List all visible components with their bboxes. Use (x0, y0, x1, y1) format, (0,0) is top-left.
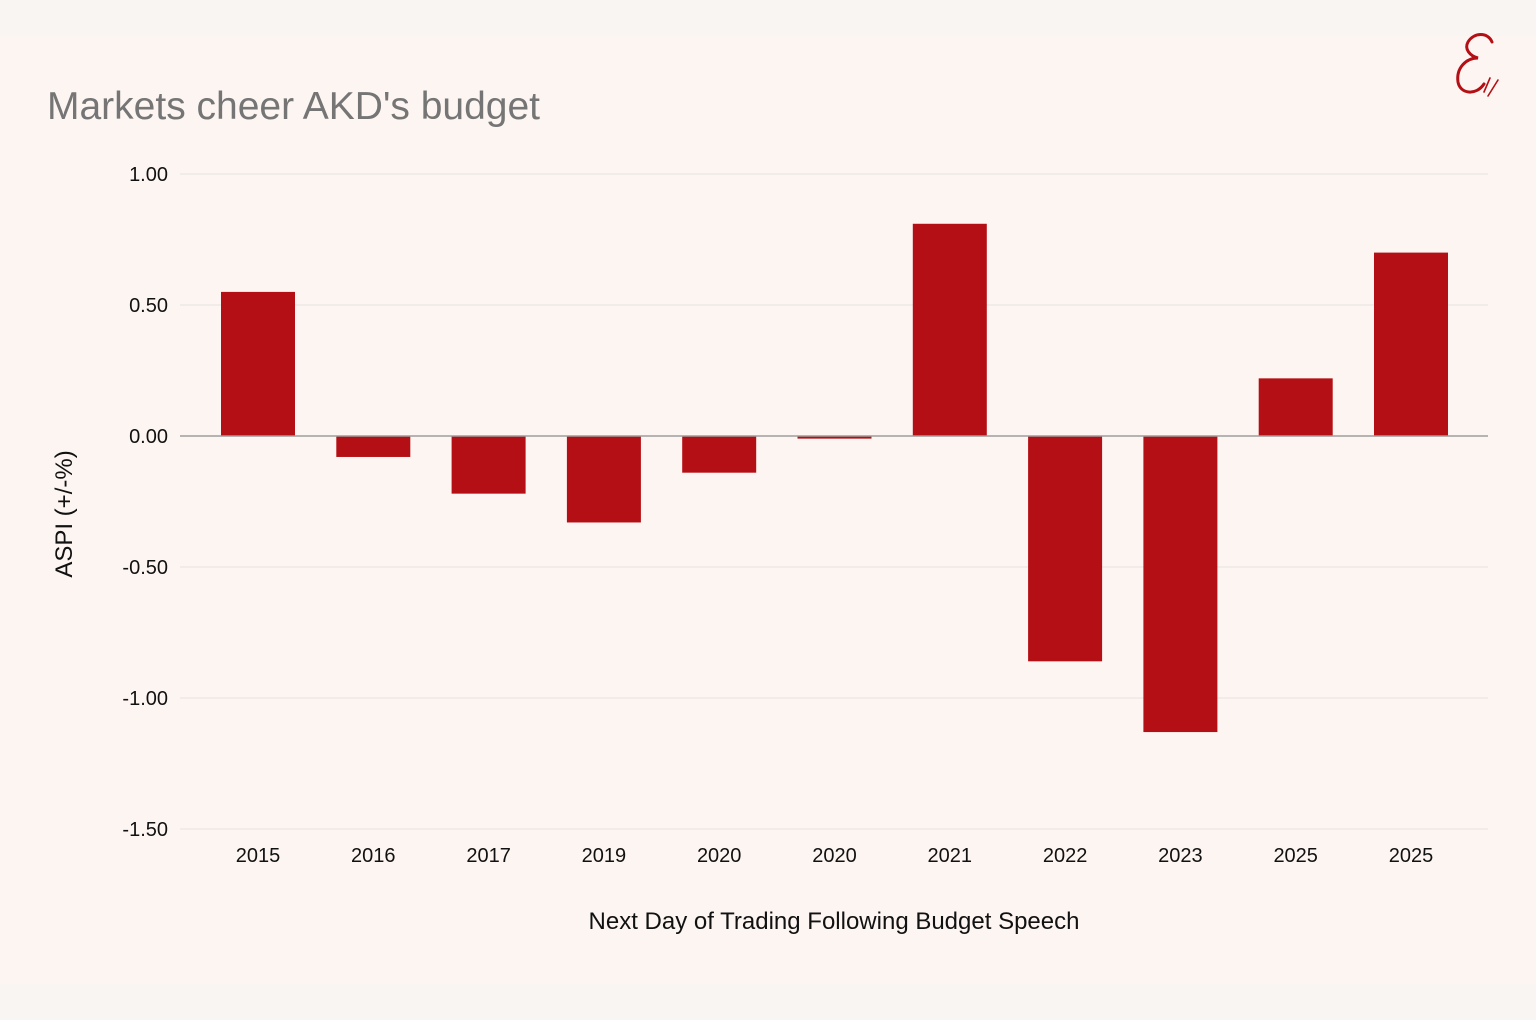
x-axis-ticks: 2015 2016 2017 2019 2020 2020 2021 2022 2023 2025… (236, 845, 1434, 867)
bar-2023-8 (1143, 436, 1218, 733)
x-tick-label: 2015 (236, 845, 281, 867)
script-e-logo-icon (1456, 33, 1499, 97)
bar-2020-4 (682, 436, 757, 473)
chart-title: Markets cheer AKD's budget (47, 85, 541, 128)
bar-2015-0 (221, 291, 295, 436)
y-tick-label: -0.50 (122, 557, 168, 579)
bars (221, 223, 1448, 733)
bar-2025-9 (1258, 378, 1333, 436)
y-axis-ticks: 1.00 0.50 0.00 -0.50 -1.00 -1.50 (122, 164, 168, 841)
bar-2021-6 (912, 223, 987, 436)
x-tick-label: 2025 (1273, 845, 1318, 867)
bar-2022-7 (1028, 436, 1103, 662)
x-tick-label: 2017 (466, 845, 511, 867)
chart-card (0, 36, 1536, 984)
x-tick-label: 2022 (1043, 845, 1088, 867)
x-axis-title: Next Day of Trading Following Budget Spe… (589, 908, 1080, 935)
x-tick-label: 2025 (1389, 845, 1434, 867)
x-tick-label: 2019 (582, 845, 627, 867)
y-axis-title: ASPI (+/-%) (51, 450, 78, 577)
x-tick-label: 2020 (812, 845, 857, 867)
x-tick-label: 2021 (928, 845, 973, 867)
bar-2019-3 (566, 436, 641, 523)
y-tick-label: -1.00 (122, 688, 168, 710)
bar-2025-10 (1374, 252, 1448, 436)
y-tick-label: 1.00 (129, 164, 168, 186)
bar-2017-2 (451, 436, 526, 494)
bar-2016-1 (336, 436, 411, 457)
bar-2020-5 (797, 436, 872, 439)
gridlines (180, 173, 1488, 830)
x-tick-label: 2023 (1158, 845, 1203, 867)
y-tick-label: -1.50 (122, 819, 168, 841)
y-tick-label: 0.00 (129, 426, 168, 448)
x-tick-label: 2016 (351, 845, 396, 867)
y-tick-label: 0.50 (129, 295, 168, 317)
x-tick-label: 2020 (697, 845, 742, 867)
